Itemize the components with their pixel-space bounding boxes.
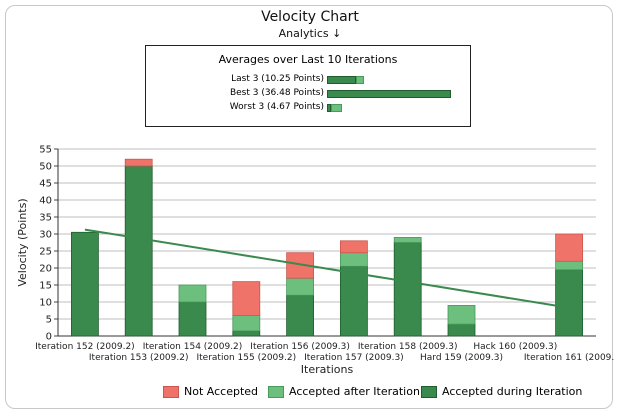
chart-title: Velocity Chart bbox=[261, 9, 359, 25]
x-tick-label: Iteration 155 (2009.2) bbox=[197, 353, 297, 363]
legend: Not Accepted Accepted after Iteration Ac… bbox=[0, 384, 620, 400]
legend-label: Accepted during Iteration bbox=[442, 385, 583, 398]
x-tick-label: Hack 160 (2009.3) bbox=[473, 342, 557, 352]
averages-row-label: Best 3 (36.48 Points) bbox=[229, 88, 324, 98]
bar-accepted-after bbox=[555, 260, 583, 271]
averages-row-last3: Last 3 (10.25 Points) bbox=[146, 74, 470, 86]
y-tick-label: 15 bbox=[39, 281, 52, 292]
legend-swatch bbox=[421, 386, 437, 398]
bar-accepted-during bbox=[555, 269, 583, 337]
averages-row-label: Last 3 (10.25 Points) bbox=[231, 74, 324, 84]
y-tick-label: 5 bbox=[46, 315, 52, 326]
y-tick-label: 30 bbox=[39, 230, 52, 241]
averages-row-label: Worst 3 (4.67 Points) bbox=[229, 102, 324, 112]
x-tick-label: Iteration 157 (2009.3) bbox=[304, 353, 404, 363]
legend-label: Accepted after Iteration bbox=[289, 385, 420, 398]
bar-accepted-during bbox=[393, 242, 422, 337]
y-axis-label: Velocity (Points) bbox=[16, 198, 29, 286]
y-tick-label: 35 bbox=[39, 213, 52, 224]
averages-panel: Averages over Last 10 Iterations Last 3 … bbox=[145, 45, 471, 127]
x-tick-label: Hard 159 (2009.3) bbox=[420, 353, 503, 363]
bar-not-accepted bbox=[555, 233, 583, 262]
bar-accepted-during bbox=[286, 294, 315, 337]
y-tick-label: 50 bbox=[39, 162, 52, 173]
bar-not-accepted bbox=[339, 240, 368, 254]
bar-accepted-after bbox=[286, 277, 315, 296]
y-tick-label: 40 bbox=[39, 196, 52, 207]
averages-row-best3: Best 3 (36.48 Points) bbox=[146, 88, 470, 100]
legend-swatch bbox=[268, 386, 284, 398]
bar-accepted-after bbox=[339, 252, 368, 267]
y-tick-label: 10 bbox=[39, 298, 52, 309]
x-tick-label: Iteration 153 (2009.2) bbox=[89, 353, 189, 363]
x-tick-label: Iteration 154 (2009.2) bbox=[143, 342, 243, 352]
bar-accepted-during bbox=[447, 323, 476, 337]
bar-accepted-during bbox=[124, 165, 153, 337]
project-selector[interactable]: Analytics ↓ bbox=[278, 27, 342, 40]
x-tick-label: Iteration 152 (2009.2) bbox=[35, 342, 135, 352]
y-tick-label: 55 bbox=[39, 145, 52, 156]
y-tick-label: 0 bbox=[46, 332, 52, 343]
averages-seg-during bbox=[327, 90, 451, 98]
x-tick-label: Iteration 156 (2009.3) bbox=[250, 342, 350, 352]
x-axis-label: Iterations bbox=[301, 363, 354, 376]
x-tick-label: Iteration 158 (2009.3) bbox=[358, 342, 458, 352]
bar-accepted-during bbox=[71, 231, 99, 337]
bar-accepted-during bbox=[339, 265, 368, 337]
bar-not-accepted bbox=[232, 281, 261, 317]
trend-line bbox=[84, 228, 570, 309]
y-tick-label: 25 bbox=[39, 247, 52, 258]
legend-swatch bbox=[163, 386, 179, 398]
averages-seg-after bbox=[356, 76, 365, 84]
averages-title: Averages over Last 10 Iterations bbox=[218, 53, 398, 66]
averages-row-worst3: Worst 3 (4.67 Points) bbox=[146, 102, 470, 114]
bar-accepted-after bbox=[232, 315, 261, 332]
bar-accepted-after bbox=[178, 284, 207, 303]
bar-not-accepted bbox=[124, 158, 153, 167]
y-tick-label: 45 bbox=[39, 179, 52, 190]
averages-seg-after bbox=[331, 104, 342, 112]
legend-label: Not Accepted bbox=[184, 385, 259, 398]
bar-accepted-during bbox=[178, 301, 207, 337]
averages-seg-during bbox=[327, 76, 357, 84]
averages-seg-during bbox=[327, 104, 332, 112]
x-tick-label: Iteration 161 (2009. bbox=[524, 353, 614, 363]
bar-accepted-after bbox=[393, 236, 422, 243]
bar-accepted-during bbox=[232, 330, 261, 337]
y-tick-label: 20 bbox=[39, 264, 52, 275]
bar-accepted-after bbox=[447, 304, 476, 325]
